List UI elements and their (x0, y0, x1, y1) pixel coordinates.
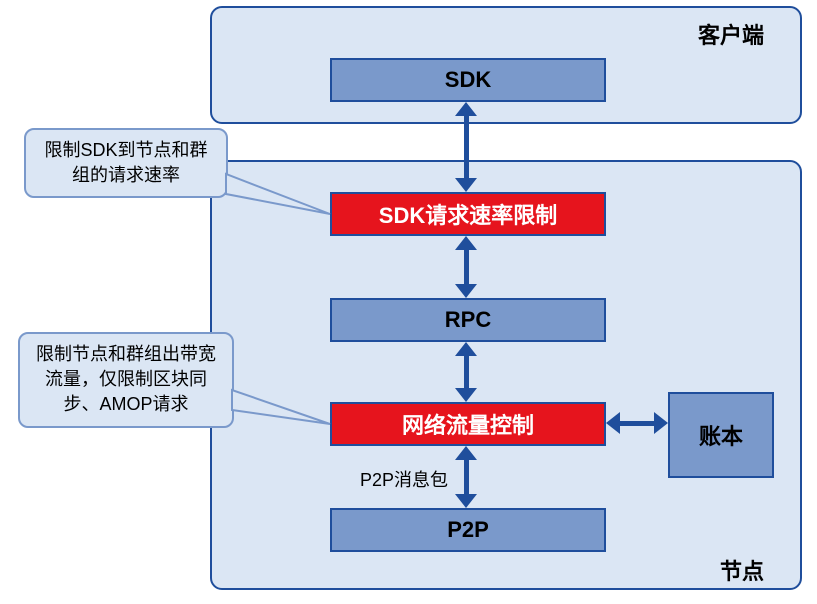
sdk-box-label: SDK (445, 67, 491, 93)
callout-net-ctrl-tail (232, 388, 334, 428)
edge-label-p2p-msg: P2P消息包 (360, 466, 448, 492)
client-container-label: 客户端 (698, 18, 764, 50)
rpc-box-label: RPC (445, 307, 491, 333)
ledger-box-label: 账本 (699, 419, 743, 451)
callout-sdk-limit-text: 限制SDK到节点和群组的请求速率 (44, 140, 207, 185)
net-ctrl-box: 网络流量控制 (330, 402, 606, 446)
callout-net-ctrl-text: 限制节点和群组出带宽流量，仅限制区块同步、AMOP请求 (36, 344, 216, 414)
callout-sdk-limit-tail (226, 168, 334, 218)
rpc-box: RPC (330, 298, 606, 342)
sdk-limit-box: SDK请求速率限制 (330, 192, 606, 236)
ledger-box: 账本 (668, 392, 774, 478)
callout-sdk-limit: 限制SDK到节点和群组的请求速率 (24, 128, 228, 198)
p2p-box-label: P2P (447, 517, 489, 543)
p2p-box: P2P (330, 508, 606, 552)
sdk-limit-box-label: SDK请求速率限制 (379, 198, 557, 230)
sdk-box: SDK (330, 58, 606, 102)
net-ctrl-box-label: 网络流量控制 (402, 408, 534, 440)
callout-net-ctrl: 限制节点和群组出带宽流量，仅限制区块同步、AMOP请求 (18, 332, 234, 428)
node-container-label: 节点 (720, 554, 764, 586)
